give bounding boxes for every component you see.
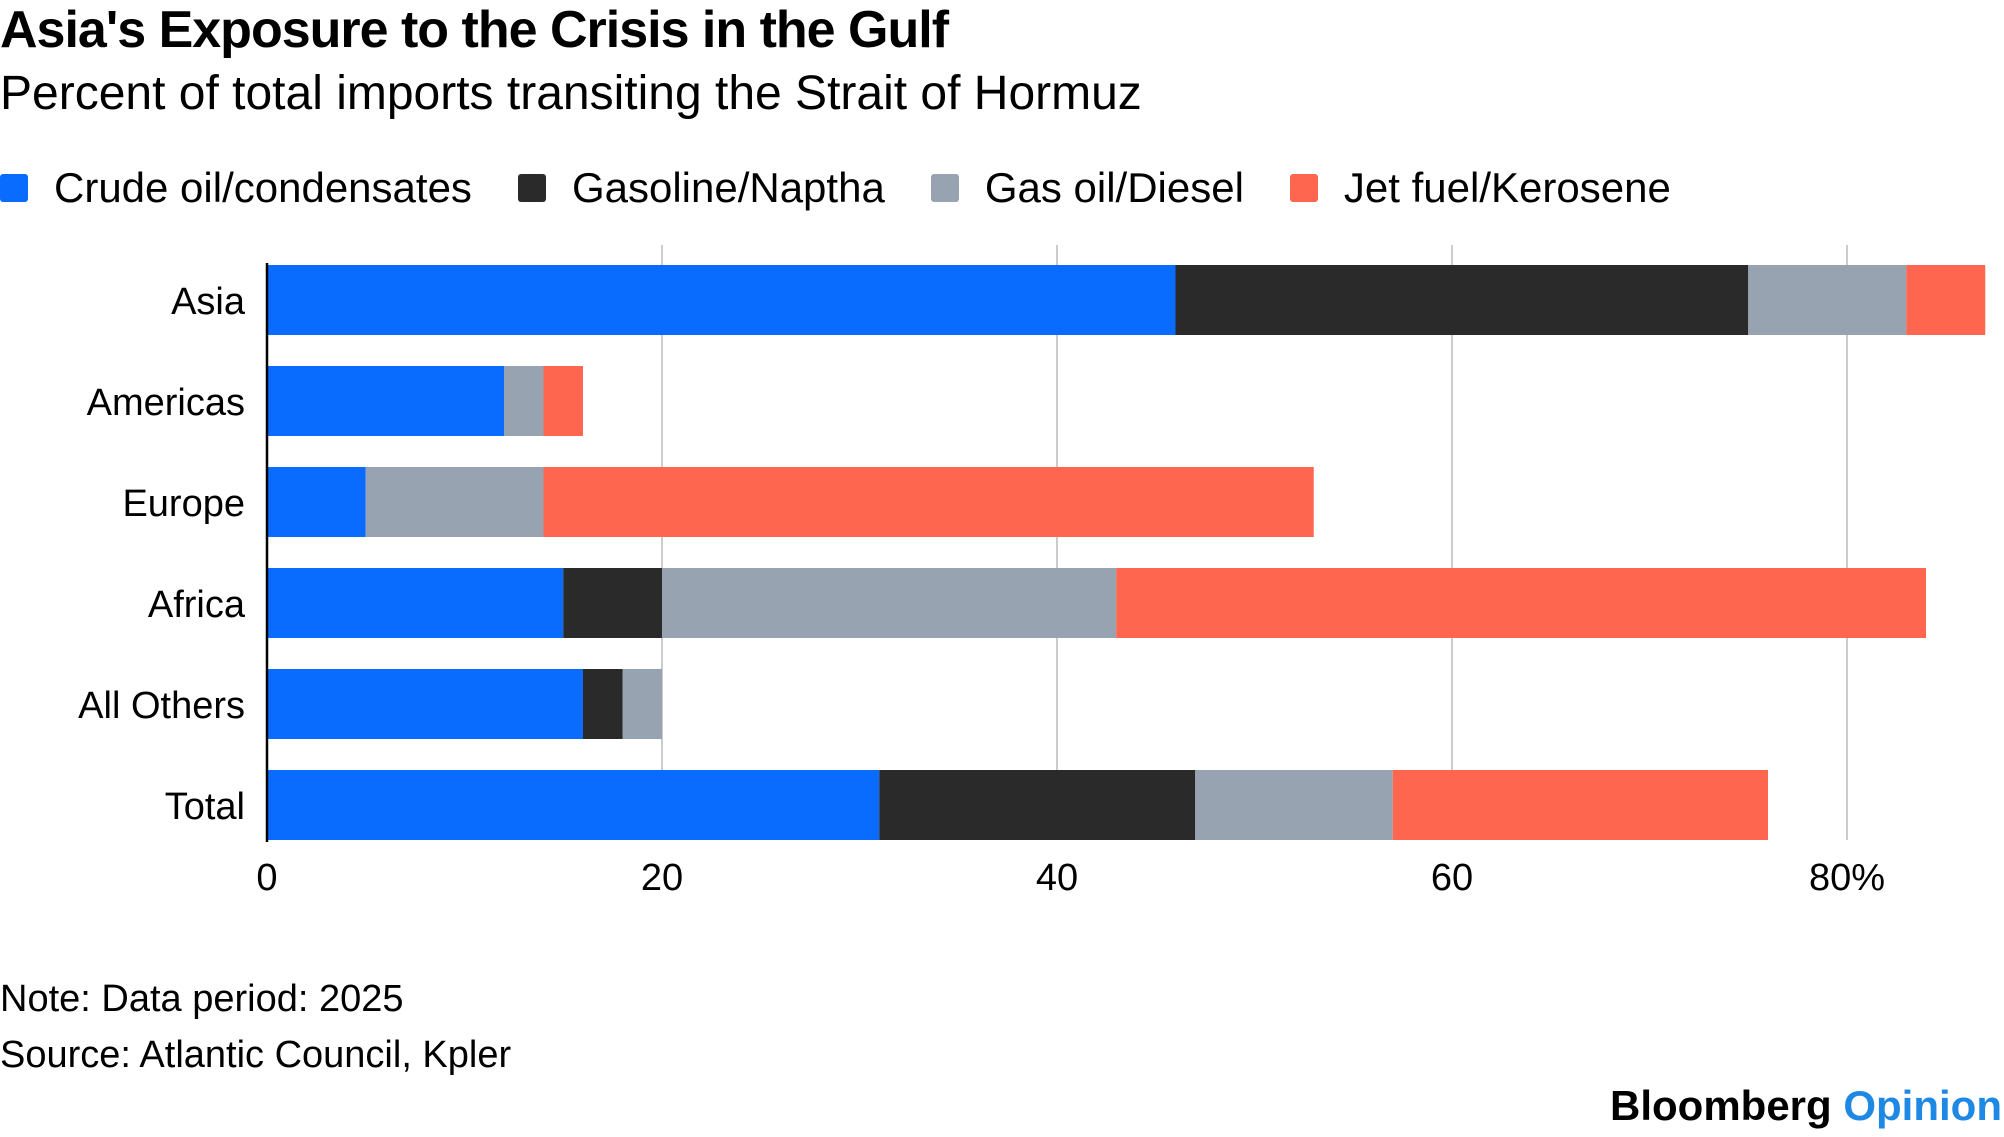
x-tick-label-80: 80% (1809, 857, 1885, 899)
category-label-americas: Americas (87, 382, 245, 424)
source-text: Source: Atlantic Council, Kpler (0, 1034, 512, 1076)
legend-label-crude: Crude oil/condensates (54, 164, 472, 211)
bar-europe-series-0 (267, 467, 366, 537)
category-label-asia: Asia (171, 281, 246, 323)
bar-europe-series-3 (543, 467, 1314, 537)
bar-total-series-3 (1392, 770, 1768, 840)
category-label-europe: Europe (122, 483, 245, 525)
legend-swatch-crude (0, 174, 28, 202)
legend-item-jet-fuel: Jet fuel/Kerosene (1289, 164, 1671, 212)
bar-chart: Asia Americas Europe Africa All Others Total 0… (78, 245, 1986, 899)
bar-asia-series-1 (1175, 265, 1749, 335)
bar-all-others-series-2 (622, 669, 662, 739)
x-tick-label-0: 0 (256, 857, 277, 899)
legend-swatch-gas-oil (930, 174, 959, 202)
bar-total-series-2 (1195, 770, 1393, 840)
bar-americas-series-3 (543, 366, 583, 436)
category-label-all-others: All Others (78, 685, 245, 727)
bar-africa-series-2 (662, 568, 1117, 638)
bar-europe-series-2 (365, 467, 544, 537)
bar-all-others-series-1 (583, 669, 623, 739)
x-tick-label-40: 40 (1036, 857, 1078, 899)
x-tick-label-20: 20 (641, 857, 683, 899)
bar-total-series-0 (267, 770, 880, 840)
brand-opinion: Opinion (1843, 1082, 2002, 1129)
bar-asia-series-2 (1748, 265, 1907, 335)
bar-americas-series-2 (504, 366, 544, 436)
bar-all-others-series-0 (267, 669, 583, 739)
bar-asia-series-0 (267, 265, 1176, 335)
chart-subtitle: Percent of total imports transiting the … (0, 67, 1142, 120)
legend-label-jet-fuel: Jet fuel/Kerosene (1343, 164, 1671, 211)
note-text: Note: Data period: 2025 (0, 978, 404, 1020)
bar-total-series-1 (879, 770, 1196, 840)
legend-label-gas-oil: Gas oil/Diesel (984, 164, 1244, 211)
category-label-africa: Africa (148, 584, 246, 626)
x-tick-label-60: 60 (1431, 857, 1473, 899)
legend-label-gasoline: Gasoline/Naptha (571, 164, 885, 211)
brand-logo: Bloomberg Opinion (1610, 1082, 2002, 1130)
legend-swatch-jet-fuel (1289, 174, 1318, 202)
legend-swatch-gasoline (517, 174, 546, 202)
legend: Crude oil/condensates Gasoline/Naptha Ga… (0, 158, 1717, 218)
brand-bloomberg: Bloomberg (1610, 1082, 1832, 1129)
category-label-total: Total (165, 786, 245, 828)
chart-title: Asia's Exposure to the Crisis in the Gul… (0, 1, 949, 59)
legend-item-gas-oil: Gas oil/Diesel (930, 164, 1244, 212)
legend-item-gasoline: Gasoline/Naptha (517, 164, 885, 212)
bar-africa-series-1 (563, 568, 662, 638)
legend-item-crude: Crude oil/condensates (0, 164, 472, 212)
bar-americas-series-0 (267, 366, 504, 436)
bar-asia-series-3 (1906, 265, 1986, 335)
bar-africa-series-3 (1116, 568, 1926, 638)
bar-africa-series-0 (267, 568, 564, 638)
